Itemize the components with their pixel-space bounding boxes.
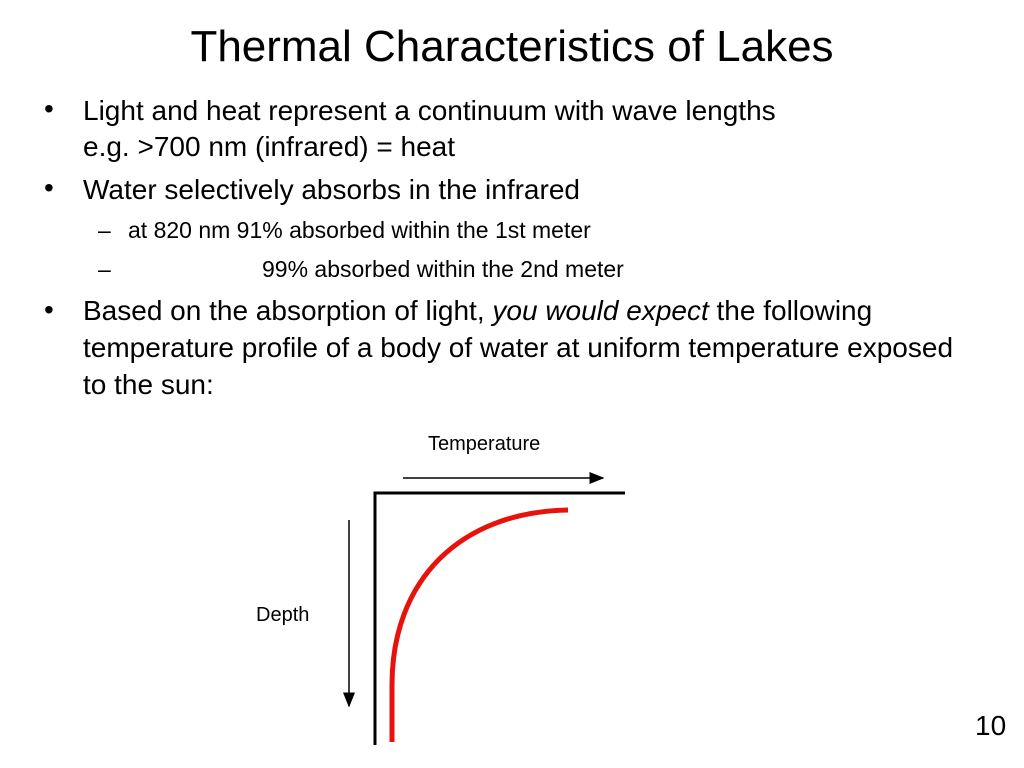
bullet-dot: • bbox=[44, 172, 54, 203]
sub-dash: – bbox=[98, 256, 111, 282]
bullet-line: Light and heat represent a continuum wit… bbox=[83, 95, 776, 126]
text: Based on the absorption of light, bbox=[83, 295, 493, 326]
axes bbox=[373, 491, 625, 745]
slide-title: Thermal Characteristics of Lakes bbox=[190, 22, 834, 71]
emphasis: you would expect bbox=[492, 295, 709, 326]
profile-curve bbox=[389, 507, 569, 742]
bullet-line: e.g. >700 nm (infrared) = heat bbox=[83, 131, 455, 162]
bullet-line: Water selectively absorbs in the infrare… bbox=[83, 174, 580, 205]
bullet-paragraph: Based on the absorption of light, you wo… bbox=[83, 292, 973, 403]
y-label: Depth bbox=[256, 604, 310, 626]
sub-dash: – bbox=[98, 217, 111, 243]
text: the following temperature profile of a b… bbox=[83, 295, 954, 400]
sub-bullet: at 820 nm 91% absorbed within the 1st me… bbox=[128, 217, 591, 243]
x-label: Temperature bbox=[428, 433, 541, 455]
bullet-dot: • bbox=[44, 93, 54, 124]
sub-bullet: 99% absorbed within the 2nd meter bbox=[262, 256, 624, 282]
bullet-dot: • bbox=[44, 294, 54, 325]
page-number: 10 bbox=[975, 710, 1007, 741]
